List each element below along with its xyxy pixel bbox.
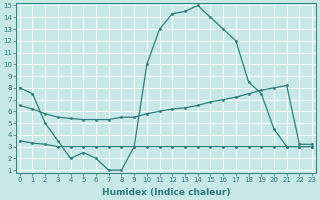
X-axis label: Humidex (Indice chaleur): Humidex (Indice chaleur) bbox=[102, 188, 230, 197]
